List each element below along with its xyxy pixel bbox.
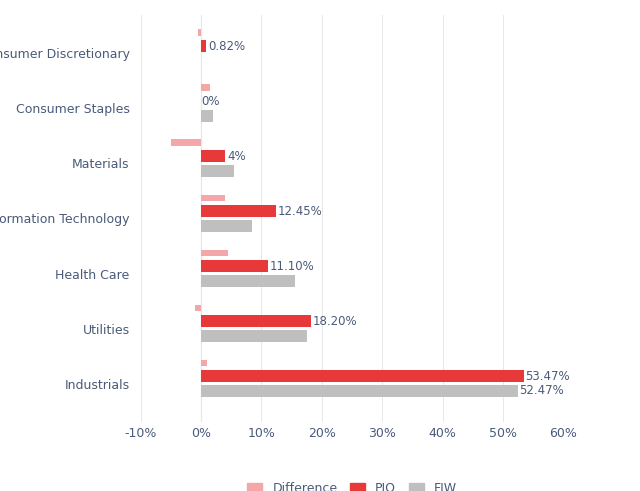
Bar (201, 109, 213, 122)
Bar (201, 370, 524, 382)
Bar (201, 385, 518, 397)
Bar (201, 205, 276, 218)
Bar (201, 260, 268, 273)
Text: 0.82%: 0.82% (208, 39, 245, 53)
Text: 4%: 4% (227, 150, 246, 163)
Bar (201, 315, 311, 327)
Legend: Difference, PIO, FIW: Difference, PIO, FIW (243, 477, 461, 491)
Text: 0%: 0% (202, 95, 220, 108)
Bar (201, 330, 307, 342)
Bar (201, 40, 206, 52)
Text: 12.45%: 12.45% (278, 205, 323, 218)
Bar (201, 194, 225, 201)
Bar (195, 305, 201, 311)
Bar (201, 219, 252, 232)
Text: 52.47%: 52.47% (520, 384, 564, 398)
Bar (198, 29, 201, 36)
Bar (201, 150, 225, 162)
Bar (171, 139, 201, 146)
Bar (201, 275, 294, 287)
Text: 11.10%: 11.10% (270, 260, 315, 273)
Bar (201, 360, 207, 366)
Text: 53.47%: 53.47% (525, 370, 570, 383)
Text: 18.20%: 18.20% (313, 315, 357, 328)
Bar (201, 84, 210, 91)
Bar (201, 249, 228, 256)
Bar (201, 164, 234, 177)
